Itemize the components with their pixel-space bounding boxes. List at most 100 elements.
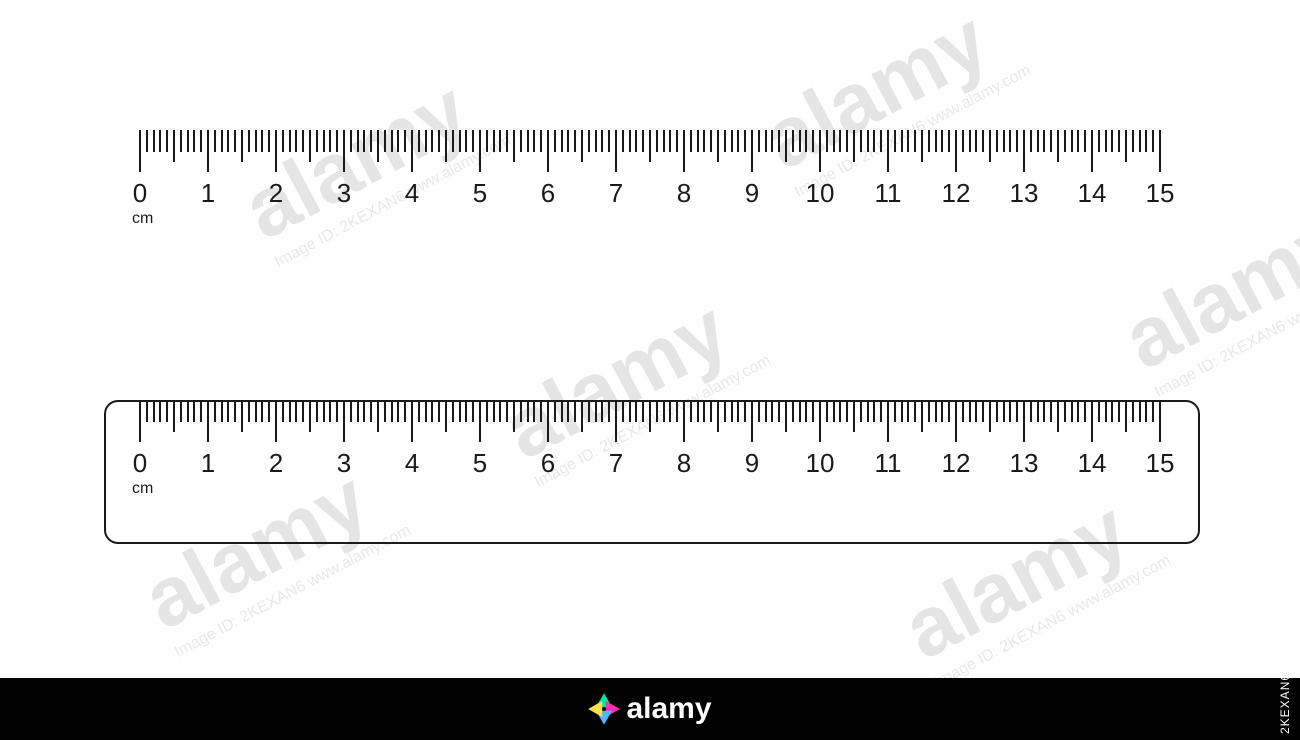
tick-mid (1125, 400, 1127, 432)
tick-minor (962, 130, 964, 152)
tick-minor (567, 130, 569, 152)
tick-minor (982, 400, 984, 422)
ruler-number-label: 8 (677, 178, 691, 209)
tick-minor (533, 130, 535, 152)
tick-minor (635, 400, 637, 422)
tick-major (547, 130, 549, 172)
tick-minor (1139, 130, 1141, 152)
tick-minor (792, 130, 794, 152)
tick-major (1023, 400, 1025, 442)
tick-mid (785, 400, 787, 432)
tick-minor (860, 130, 862, 152)
tick-mid (921, 400, 923, 432)
tick-minor (431, 130, 433, 152)
tick-minor (268, 130, 270, 152)
tick-major (343, 400, 345, 442)
tick-minor (282, 400, 284, 422)
tick-minor (370, 130, 372, 152)
tick-minor (1098, 130, 1100, 152)
tick-minor (1050, 130, 1052, 152)
tick-minor (975, 130, 977, 152)
tick-minor (261, 400, 263, 422)
tick-minor (1152, 400, 1154, 422)
tick-minor (833, 130, 835, 152)
tick-minor (1105, 130, 1107, 152)
tick-minor (1071, 400, 1073, 422)
tick-minor (459, 400, 461, 422)
tick-minor (656, 130, 658, 152)
tick-mid (309, 130, 311, 162)
tick-minor (248, 130, 250, 152)
tick-minor (846, 130, 848, 152)
tick-minor (1111, 130, 1113, 152)
tick-minor (302, 400, 304, 422)
tick-minor (200, 130, 202, 152)
tick-minor (1016, 400, 1018, 422)
tick-minor (826, 130, 828, 152)
tick-minor (601, 400, 603, 422)
tick-minor (941, 130, 943, 152)
tick-minor (690, 130, 692, 152)
tick-major (411, 130, 413, 172)
watermark: alamyImage ID: 2KEXAN6 www.alamy.com (231, 54, 514, 272)
tick-minor (323, 400, 325, 422)
tick-mid (649, 400, 651, 432)
tick-major (139, 130, 141, 172)
tick-minor (710, 400, 712, 422)
tick-mid (853, 400, 855, 432)
tick-mid (173, 400, 175, 432)
tick-major (139, 400, 141, 442)
tick-major (819, 400, 821, 442)
ruler-number-label: 12 (942, 178, 971, 209)
tick-mid (377, 130, 379, 162)
tick-minor (187, 400, 189, 422)
tick-minor (1009, 400, 1011, 422)
watermark-text: alamy (231, 54, 504, 252)
ruler-number-label: 11 (875, 448, 902, 479)
tick-minor (554, 130, 556, 152)
tick-minor (520, 130, 522, 152)
tick-minor (193, 400, 195, 422)
ruler-number-label: 10 (806, 178, 835, 209)
tick-minor (703, 400, 705, 422)
tick-minor (880, 400, 882, 422)
tick-minor (1030, 400, 1032, 422)
tick-minor (1043, 400, 1045, 422)
tick-minor (642, 400, 644, 422)
tick-minor (724, 130, 726, 152)
tick-mid (921, 130, 923, 162)
tick-minor (384, 400, 386, 422)
tick-major (207, 400, 209, 442)
tick-minor (1030, 130, 1032, 152)
tick-major (1159, 130, 1161, 172)
tick-minor (737, 400, 739, 422)
tick-minor (397, 130, 399, 152)
ruler-number-label: 11 (875, 178, 902, 209)
tick-major (751, 130, 753, 172)
tick-minor (1037, 130, 1039, 152)
tick-major (615, 130, 617, 172)
tick-minor (248, 400, 250, 422)
tick-minor (1111, 400, 1113, 422)
tick-minor (928, 400, 930, 422)
tick-minor (350, 400, 352, 422)
tick-minor (873, 130, 875, 152)
tick-minor (200, 400, 202, 422)
tick-minor (166, 400, 168, 422)
logo-triangle-icon (589, 701, 603, 717)
tick-minor (159, 130, 161, 152)
tick-minor (1071, 130, 1073, 152)
tick-major (819, 130, 821, 172)
tick-minor (975, 400, 977, 422)
ruler-number-label: 4 (405, 178, 419, 209)
tick-major (683, 130, 685, 172)
ruler-number-label: 13 (1010, 178, 1039, 209)
tick-minor (996, 130, 998, 152)
tick-mid (989, 130, 991, 162)
ruler-number-label: 6 (541, 178, 555, 209)
tick-minor (907, 130, 909, 152)
tick-minor (506, 130, 508, 152)
tick-minor (642, 130, 644, 152)
tick-minor (812, 400, 814, 422)
tick-minor (227, 400, 229, 422)
